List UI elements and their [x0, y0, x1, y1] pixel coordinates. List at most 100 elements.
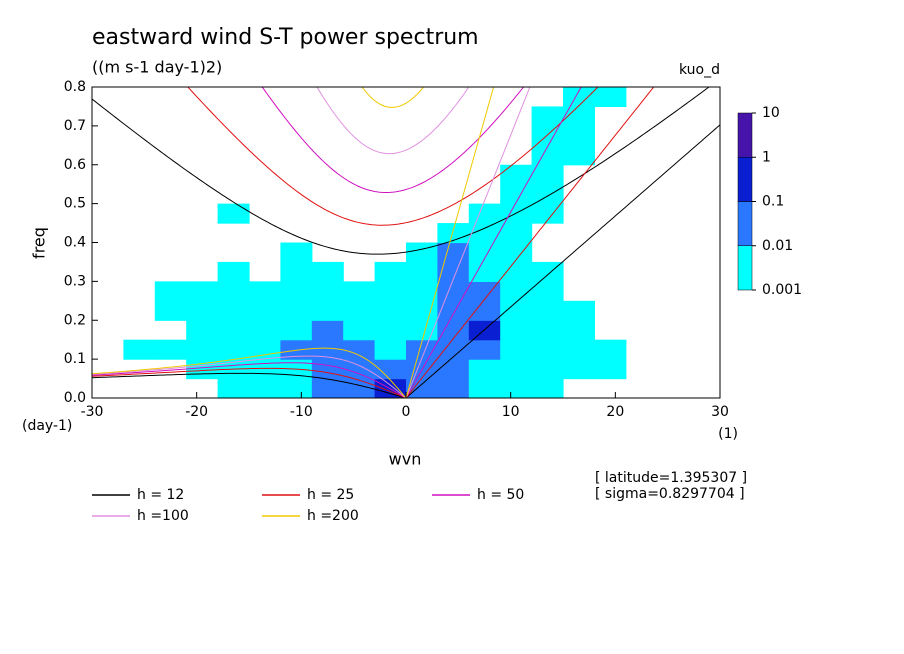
contour-cell: [374, 320, 407, 341]
colorbar-label: 1: [762, 149, 771, 165]
contour-cell: [563, 125, 595, 146]
colorbar-segment: [737, 201, 753, 246]
contour-cell: [500, 281, 533, 302]
contour-cell: [500, 261, 533, 282]
dispersion-curve: [92, 87, 710, 255]
contour-cell: [500, 223, 533, 244]
contour-cell: [343, 300, 376, 321]
dispersion-curve: [92, 347, 407, 398]
dispersion-curves: [92, 87, 720, 398]
contour-cell: [280, 378, 313, 398]
contour-cell: [531, 320, 564, 341]
contour-cell: [437, 261, 470, 282]
contour-cell: [343, 320, 376, 341]
contour-cell: [500, 359, 533, 380]
chart-subtitle: ((m s-1 day-1)2): [92, 58, 222, 77]
x-tick-label: -30: [81, 404, 104, 420]
contour-cell: [154, 339, 187, 360]
contour-cell: [563, 339, 595, 360]
x-tick-label: 0: [402, 404, 411, 420]
dispersion-curve: [92, 372, 407, 398]
contour-cell: [280, 281, 313, 302]
colorbar-segment: [737, 112, 753, 158]
contour-cell: [500, 300, 533, 321]
contour-cell: [217, 339, 250, 360]
dispersion-curve: [92, 355, 407, 398]
corner-label: kuo_d: [679, 62, 720, 78]
x-tick-label: 30: [711, 404, 729, 420]
contour-cell: [594, 339, 627, 360]
y-tick-label: 0.0: [64, 390, 86, 406]
y-tick-label: 0.7: [64, 118, 86, 134]
contour-cell: [280, 300, 313, 321]
contour-field: [123, 87, 627, 398]
contour-cell: [531, 106, 564, 127]
contour-cell: [374, 281, 407, 302]
dispersion-curve: [405, 87, 582, 398]
colorbar-label: 0.001: [762, 282, 802, 298]
contour-cell: [154, 300, 187, 321]
contour-cell: [406, 320, 438, 341]
contour-cell: [249, 339, 281, 360]
contour-cell: [468, 339, 501, 360]
annotation: [ sigma=0.8297704 ]: [595, 486, 745, 502]
contour-cell: [468, 300, 501, 321]
contour-cell: [280, 339, 313, 360]
contour-cell: [186, 320, 219, 341]
contour-cell: [500, 320, 533, 341]
contour-cell: [249, 359, 281, 380]
contour-cell: [311, 261, 344, 282]
contour-cell: [311, 281, 344, 302]
contour-cell: [531, 164, 564, 185]
contour-cell: [343, 339, 376, 360]
contour-cell: [217, 261, 250, 282]
contour-cell: [249, 300, 281, 321]
contour-cell: [406, 261, 438, 282]
contour-cell: [531, 359, 564, 380]
contour-cell: [531, 261, 564, 282]
legend-label: h =100: [137, 508, 189, 524]
y-tick-label: 0.6: [64, 157, 86, 173]
contour-cell: [217, 320, 250, 341]
contour-cell: [468, 281, 501, 302]
legend-label: h =200: [307, 508, 359, 524]
colorbar-label: 0.01: [762, 238, 793, 254]
contour-cell: [311, 339, 344, 360]
contour-cell: [406, 300, 438, 321]
dispersion-curve: [405, 87, 495, 398]
contour-cell: [406, 242, 438, 263]
contour-cell: [468, 359, 501, 380]
contour-cell: [374, 359, 407, 380]
dispersion-curve: [316, 87, 470, 155]
y-tick-label: 0.8: [64, 79, 86, 95]
contour-cell: [468, 261, 501, 282]
contour-cell: [531, 378, 564, 398]
dispersion-curve: [92, 367, 407, 398]
contour-cell: [280, 242, 313, 263]
colorbar-label: 10: [762, 105, 780, 121]
contour-cell: [374, 261, 407, 282]
contour-cell: [468, 242, 501, 263]
contour-cell: [249, 378, 281, 398]
contour-cell: [468, 320, 501, 341]
contour-cell: [531, 339, 564, 360]
contour-cell: [437, 339, 470, 360]
y-axis-label: freq: [30, 227, 49, 259]
contour-cell: [186, 300, 219, 321]
dispersion-curve: [361, 87, 425, 108]
colorbar-segment: [737, 245, 753, 291]
contour-cell: [186, 339, 219, 360]
contour-cell: [468, 223, 501, 244]
contour-cell: [563, 87, 595, 108]
contour-cell: [531, 300, 564, 321]
contour-cell: [468, 203, 501, 224]
contour-cell: [563, 359, 595, 380]
contour-cell: [563, 106, 595, 127]
dispersion-curve: [405, 124, 720, 398]
x-unit: (1): [718, 426, 738, 442]
contour-cell: [500, 339, 533, 360]
dispersion-curve: [261, 87, 525, 194]
x-axis-label: wvn: [389, 450, 422, 469]
contour-cell: [249, 320, 281, 341]
